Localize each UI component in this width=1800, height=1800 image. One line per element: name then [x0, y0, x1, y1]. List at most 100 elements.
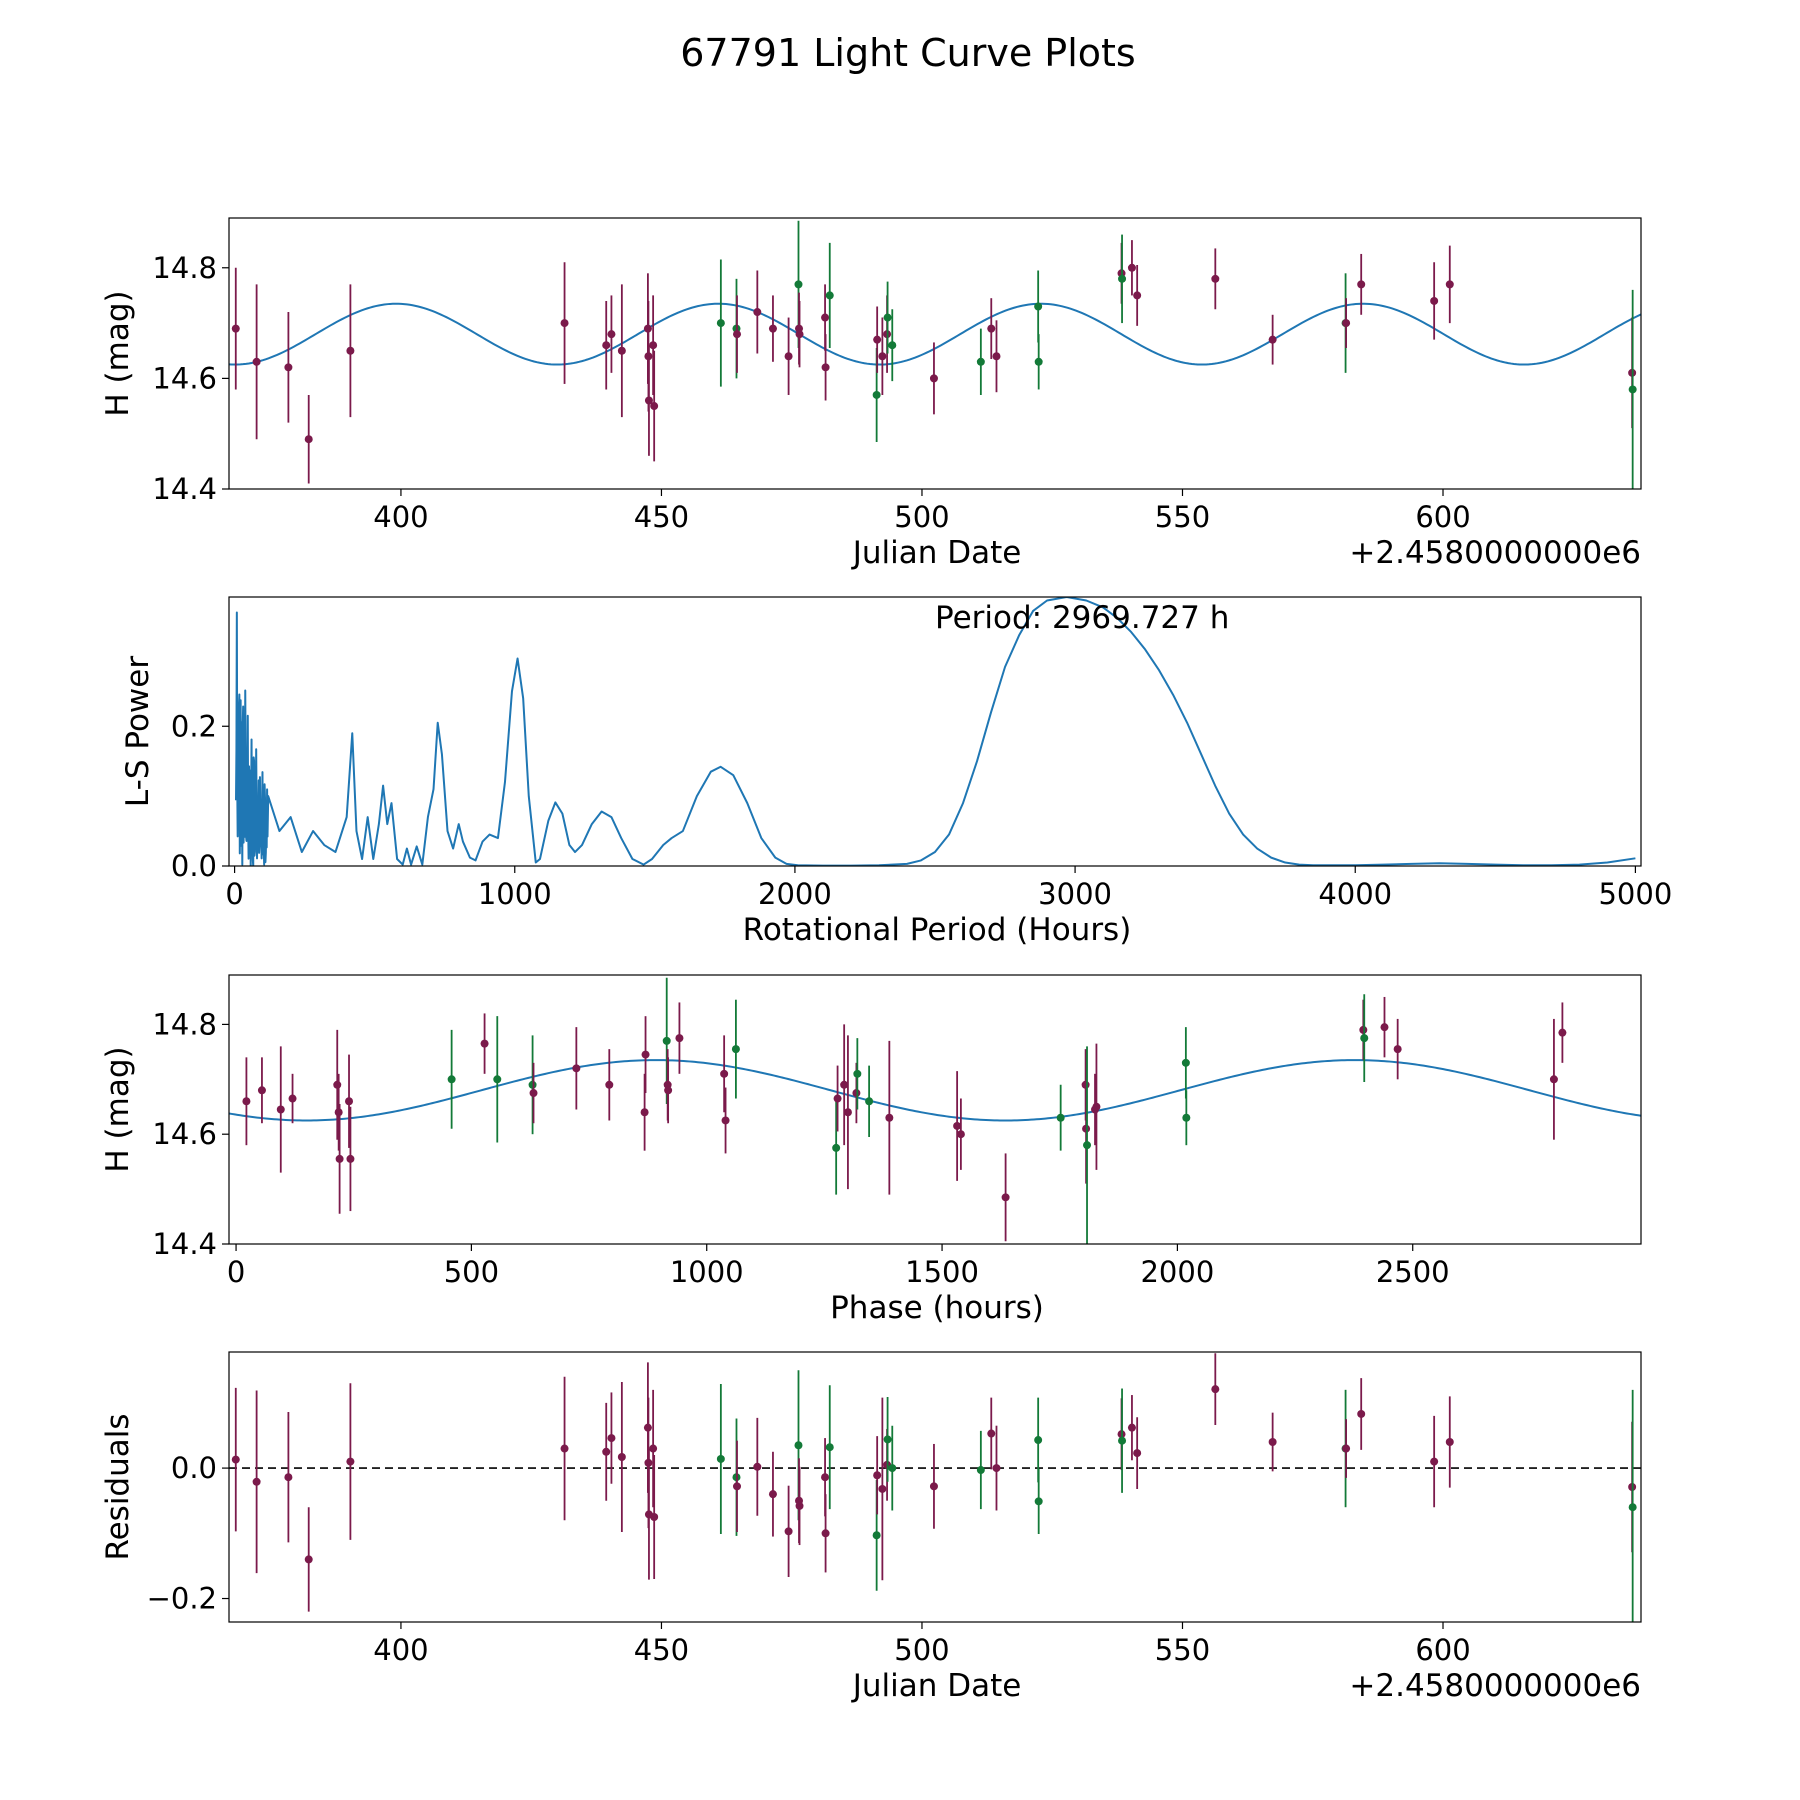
data-point — [284, 1473, 293, 1482]
data-point — [956, 1130, 965, 1139]
data-point — [1549, 1075, 1558, 1084]
data-point — [832, 1143, 841, 1152]
x-axis-label: Julian Date — [851, 1668, 1022, 1704]
data-point — [1268, 335, 1277, 344]
data-point — [1118, 274, 1127, 283]
data-point — [795, 330, 804, 339]
data-point — [878, 352, 887, 361]
data-point — [607, 330, 616, 339]
data-point — [768, 1490, 777, 1499]
data-point — [768, 324, 777, 333]
x-axis-label: Rotational Period (Hours) — [743, 912, 1132, 948]
data-point — [992, 1464, 1001, 1473]
data-point — [1558, 1028, 1567, 1037]
data-point — [1268, 1438, 1277, 1446]
data-point — [987, 324, 996, 333]
data-point — [1034, 302, 1043, 311]
data-point — [753, 308, 762, 317]
data-point — [795, 1501, 804, 1510]
data-point — [1360, 1034, 1369, 1043]
data-point — [953, 1121, 962, 1130]
data-point — [242, 1097, 251, 1106]
data-point — [1034, 1436, 1043, 1445]
data-point — [257, 1086, 266, 1095]
x-tick-label: 2000 — [1140, 1255, 1214, 1289]
data-point — [721, 1116, 730, 1125]
data-point — [617, 346, 626, 355]
x-tick-label: 400 — [373, 1633, 428, 1667]
x-tick-label: 500 — [894, 1633, 949, 1667]
y-tick-label: 0.2 — [171, 709, 217, 743]
data-point — [572, 1064, 581, 1073]
x-tick-label: 4000 — [1318, 877, 1392, 911]
x-tick-label: 500 — [894, 500, 949, 534]
y-tick-label: 14.8 — [152, 1007, 217, 1041]
data-point — [1001, 1193, 1010, 1202]
y-tick-label: −0.2 — [147, 1582, 217, 1616]
y-tick-label: 14.4 — [152, 1227, 217, 1261]
data-point — [833, 1094, 842, 1103]
x-offset-label: +2.4580000000e6 — [1349, 1668, 1641, 1704]
data-point — [493, 1075, 502, 1084]
data-point — [640, 1108, 649, 1117]
x-tick-label: 1000 — [670, 1255, 744, 1289]
data-point — [1127, 1423, 1136, 1432]
data-point — [825, 291, 834, 300]
data-point — [1430, 296, 1439, 305]
data-point — [252, 357, 261, 366]
y-axis-label: H (mag) — [100, 290, 136, 416]
x-tick-label: 550 — [1155, 1633, 1210, 1667]
data-point — [1082, 1124, 1091, 1133]
data-point — [1092, 1102, 1101, 1111]
data-point — [1056, 1113, 1065, 1122]
data-point — [1133, 291, 1142, 300]
data-point — [716, 1454, 725, 1463]
x-tick-label: 600 — [1415, 1633, 1470, 1667]
x-tick-label: 2500 — [1376, 1255, 1450, 1289]
data-point — [641, 1050, 650, 1059]
x-offset-label: +2.4580000000e6 — [1349, 535, 1641, 571]
panels: 400 450 500 550 600 14.4 14.6 14.8 Julian Date H … — [100, 217, 1672, 1704]
data-point — [480, 1039, 489, 1048]
data-point — [821, 1529, 830, 1538]
data-point — [865, 1097, 874, 1106]
data-point — [602, 1447, 611, 1456]
x-tick-label: 450 — [634, 500, 689, 534]
data-point — [333, 1080, 342, 1089]
data-point — [528, 1080, 537, 1089]
data-point — [1445, 280, 1454, 289]
data-point — [447, 1075, 456, 1084]
x-tick-label: 5000 — [1598, 877, 1672, 911]
data-point — [1118, 1436, 1127, 1445]
data-point — [605, 1080, 614, 1089]
data-point — [602, 341, 611, 350]
plot-area-lc — [229, 220, 1641, 489]
data-point — [883, 313, 892, 322]
data-point — [794, 1441, 803, 1450]
data-point — [560, 319, 569, 328]
data-point — [288, 1094, 297, 1103]
data-point — [662, 1036, 671, 1045]
data-point — [664, 1086, 673, 1095]
data-point — [1430, 1457, 1439, 1466]
data-point — [885, 1113, 894, 1122]
x-tick-label: 2000 — [758, 877, 832, 911]
data-point — [607, 1434, 616, 1443]
periodogram-line — [235, 597, 1636, 866]
y-tick-label: 14.4 — [152, 472, 217, 506]
x-tick-label: 1000 — [478, 877, 552, 911]
data-point — [992, 352, 1001, 361]
data-point — [888, 341, 897, 350]
data-point — [821, 313, 830, 322]
data-point — [1342, 319, 1351, 328]
y-axis-label: Residuals — [100, 1413, 136, 1560]
y-tick-label: 14.6 — [152, 361, 217, 395]
data-point — [675, 1034, 684, 1043]
data-point — [731, 1045, 740, 1054]
y-axis-label: L-S Power — [120, 656, 156, 807]
data-point — [883, 1435, 892, 1444]
y-tick-label: 0.0 — [171, 1451, 217, 1485]
x-tick-label: 600 — [1415, 500, 1470, 534]
axes-frame — [228, 1351, 1642, 1623]
y-tick-label: 14.6 — [152, 1117, 217, 1151]
